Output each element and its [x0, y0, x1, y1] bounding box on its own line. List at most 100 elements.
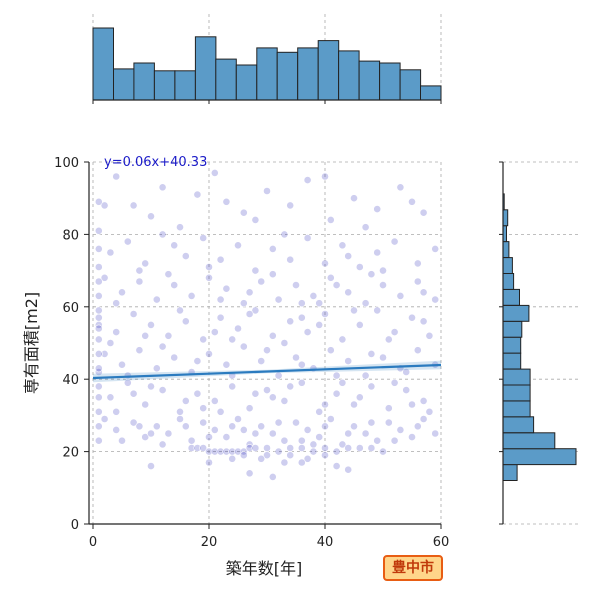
- scatter-point: [100, 349, 109, 358]
- scatter-point: [321, 451, 329, 460]
- scatter-point: [263, 444, 271, 452]
- x-hist-bar: [92, 27, 114, 101]
- scatter-point: [315, 433, 324, 441]
- scatter-point: [425, 331, 434, 340]
- scatter-point: [390, 328, 399, 336]
- scatter-point: [332, 371, 341, 380]
- scatter-point: [263, 346, 271, 355]
- scatter-point: [332, 462, 341, 470]
- scatter-point: [292, 353, 300, 362]
- scatter-point: [222, 197, 231, 206]
- scatter-point: [268, 244, 277, 253]
- scatter-point: [390, 436, 399, 445]
- scatter-point: [344, 444, 353, 452]
- scatter-point: [158, 342, 167, 351]
- scatter-point: [257, 422, 266, 431]
- scatter-point: [286, 382, 295, 391]
- x-tick-label: 60: [433, 535, 450, 550]
- scatter-point: [176, 306, 184, 315]
- scatter-point: [321, 172, 329, 181]
- scatter-point: [193, 444, 202, 452]
- scatter-point: [303, 328, 312, 336]
- scatter-point: [355, 263, 364, 271]
- scatter-point: [309, 440, 318, 449]
- scatter-point: [158, 440, 167, 449]
- scatter-point: [286, 255, 295, 264]
- x-tick-label: 0: [89, 535, 97, 550]
- scatter-point: [379, 447, 387, 456]
- y-hist-bar: [502, 384, 531, 402]
- x-hist-bar: [174, 70, 196, 101]
- scatter-point: [367, 418, 376, 427]
- scatter-point: [164, 270, 173, 279]
- scatter-point: [199, 335, 208, 344]
- scatter-point: [384, 418, 393, 427]
- scatter-point: [228, 335, 237, 344]
- scatter-point: [205, 273, 213, 282]
- scatter-point: [135, 346, 144, 355]
- scatter-point: [344, 288, 353, 297]
- scatter-point: [222, 433, 231, 441]
- scatter-point: [344, 357, 353, 365]
- scatter-point: [94, 436, 103, 445]
- scatter-point: [158, 183, 167, 192]
- scatter-point: [297, 378, 306, 387]
- scatter-point: [170, 281, 179, 289]
- scatter-point: [94, 349, 103, 358]
- scatter-point: [94, 407, 103, 416]
- scatter-point: [292, 418, 300, 427]
- y-hist-bar: [502, 304, 530, 322]
- scatter-point: [257, 357, 266, 365]
- scatter-point: [379, 266, 387, 275]
- x-hist-bar: [317, 40, 340, 101]
- x-tick-label: 20: [201, 535, 218, 550]
- scatter-point: [170, 353, 179, 362]
- scatter-point: [280, 230, 289, 239]
- scatter-point: [344, 465, 353, 474]
- y-hist-bar: [502, 257, 513, 275]
- scatter-point: [193, 190, 202, 199]
- y-hist-bar: [502, 241, 510, 259]
- scatter-point: [94, 226, 103, 235]
- scatter-point: [338, 440, 347, 449]
- scatter-point: [205, 458, 213, 467]
- scatter-point: [210, 168, 219, 177]
- scatter-point: [129, 389, 138, 398]
- scatter-point: [222, 284, 231, 293]
- scatter-point: [251, 306, 260, 315]
- scatter-point: [141, 433, 150, 441]
- scatter-point: [367, 444, 376, 452]
- scatter-point: [286, 201, 295, 210]
- y-tick-label: 80: [62, 228, 79, 243]
- x-hist-bar: [297, 47, 319, 101]
- scatter-point: [303, 425, 312, 434]
- y-tick-label: 60: [62, 301, 79, 316]
- y-hist-bar: [502, 336, 522, 354]
- scatter-point: [419, 317, 428, 326]
- scatter-point: [234, 241, 242, 250]
- scatter-point: [94, 306, 103, 315]
- scatter-point: [216, 407, 225, 416]
- scatter-point: [199, 418, 208, 427]
- scatter-point: [263, 386, 271, 394]
- scatter-point: [344, 429, 353, 438]
- x-hist-bar: [235, 64, 258, 101]
- scatter-point: [251, 389, 260, 398]
- scatter-point: [164, 331, 173, 340]
- scatter-point: [228, 422, 237, 431]
- scatter-point: [210, 396, 219, 405]
- scatter-point: [100, 415, 109, 423]
- scatter-point: [152, 364, 161, 373]
- scatter-point: [268, 331, 277, 340]
- scatter-point: [216, 295, 225, 304]
- scatter-point: [268, 270, 277, 279]
- x-hist-bar: [358, 60, 381, 101]
- scatter-point: [234, 415, 242, 423]
- scatter-point: [257, 277, 266, 286]
- scatter-point: [94, 313, 103, 322]
- scatter-point: [176, 415, 184, 423]
- scatter-point: [350, 194, 358, 203]
- scatter-point: [280, 436, 289, 445]
- scatter-point: [141, 259, 150, 268]
